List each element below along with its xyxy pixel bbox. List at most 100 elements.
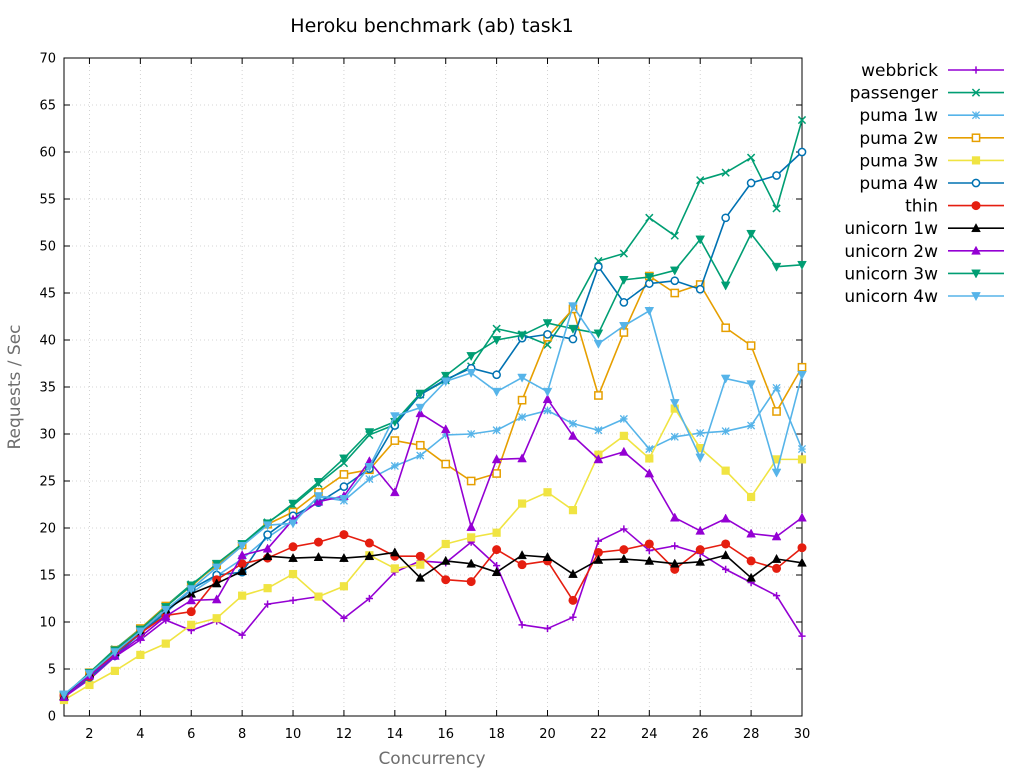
data-point-puma-3w xyxy=(619,431,628,440)
legend-label-puma-1w: puma 1w xyxy=(859,106,938,126)
data-point-thin xyxy=(364,538,374,548)
data-point-puma-4w xyxy=(263,530,272,539)
data-point-webbrick xyxy=(340,614,348,622)
data-point-unicorn-1w xyxy=(262,551,273,561)
series-unicorn-1w xyxy=(59,547,807,701)
data-point-unicorn-2w xyxy=(262,543,273,553)
data-point-unicorn-2w xyxy=(568,430,578,440)
data-point-puma-3w xyxy=(721,466,730,475)
data-point-unicorn-4w xyxy=(746,380,756,390)
x-tick-label: 2 xyxy=(85,727,93,742)
data-point-unicorn-4w xyxy=(237,542,247,551)
data-point-webbrick xyxy=(569,613,577,621)
series-line-unicorn-2w xyxy=(63,398,803,698)
legend-marker-thin xyxy=(971,201,981,211)
data-point-puma-1w xyxy=(441,430,450,439)
data-point-webbrick xyxy=(289,596,297,604)
data-point-unicorn-4w xyxy=(720,374,731,384)
y-tick-label: 20 xyxy=(39,522,56,537)
series-line-unicorn-1w xyxy=(63,551,803,697)
data-point-unicorn-1w xyxy=(390,547,400,557)
data-point-unicorn-3w xyxy=(593,329,604,339)
x-tick-label: 16 xyxy=(437,727,454,742)
legend-marker-webbrick xyxy=(972,66,980,74)
data-point-thin xyxy=(619,545,629,555)
data-point-webbrick xyxy=(772,592,781,600)
data-point-unicorn-3w xyxy=(440,371,451,381)
series-puma-1w xyxy=(59,383,807,700)
data-point-unicorn-4w xyxy=(84,669,95,679)
data-point-puma-4w xyxy=(695,284,705,294)
legend-label-passenger: passenger xyxy=(850,84,938,104)
data-point-puma-3w xyxy=(110,666,119,675)
data-point-unicorn-3w xyxy=(797,260,807,270)
data-point-passenger xyxy=(797,115,807,125)
x-tick-label: 22 xyxy=(590,727,607,742)
data-point-thin xyxy=(746,556,756,566)
data-point-puma-4w xyxy=(492,370,501,380)
series-group xyxy=(59,115,807,705)
data-point-puma-3w xyxy=(390,564,399,573)
data-point-unicorn-4w xyxy=(160,605,171,615)
data-point-thin xyxy=(466,577,476,587)
series-unicorn-4w xyxy=(59,302,807,700)
data-point-unicorn-4w xyxy=(211,563,222,573)
data-point-puma-4w xyxy=(619,298,629,307)
y-tick-label: 25 xyxy=(39,475,56,490)
legend-marker-puma-2w xyxy=(971,133,981,143)
x-tick-label: 18 xyxy=(488,727,505,742)
data-point-puma-1w xyxy=(772,383,781,392)
data-point-webbrick xyxy=(798,632,806,640)
series-line-thin xyxy=(63,533,803,696)
data-point-webbrick xyxy=(518,621,526,629)
data-point-unicorn-4w xyxy=(262,521,273,531)
x-tick-label: 30 xyxy=(794,727,811,742)
series-puma-2w xyxy=(59,271,807,701)
data-point-unicorn-4w xyxy=(771,468,782,478)
data-point-puma-4w xyxy=(721,213,731,223)
x-tick-label: 28 xyxy=(743,727,760,742)
data-point-unicorn-3w xyxy=(720,281,731,291)
data-point-unicorn-1w xyxy=(415,572,426,582)
data-point-unicorn-2w xyxy=(160,611,171,621)
data-point-unicorn-3w xyxy=(288,499,298,509)
data-point-puma-1w xyxy=(696,429,705,438)
data-point-puma-3w xyxy=(263,584,272,593)
data-point-puma-1w xyxy=(518,413,527,422)
data-point-puma-4w xyxy=(772,171,781,180)
data-point-puma-4w xyxy=(746,178,756,188)
data-point-thin xyxy=(492,545,502,555)
data-point-unicorn-1w xyxy=(491,567,502,577)
data-point-unicorn-1w xyxy=(517,550,527,560)
data-point-unicorn-3w xyxy=(644,273,655,283)
data-point-puma-3w xyxy=(238,591,247,600)
x-axis-label: Concurrency xyxy=(378,749,485,768)
y-tick-label: 35 xyxy=(39,381,56,396)
data-point-passenger xyxy=(645,213,654,222)
legend-label-thin: thin xyxy=(905,197,938,217)
data-point-unicorn-2w xyxy=(593,454,604,464)
legend-label-puma-2w: puma 2w xyxy=(859,129,938,149)
data-point-puma-3w xyxy=(441,539,450,549)
data-point-puma-3w xyxy=(517,499,527,508)
data-point-puma-3w xyxy=(797,455,807,464)
data-point-puma-3w xyxy=(747,492,756,502)
data-point-puma-1w xyxy=(416,451,425,460)
data-point-unicorn-3w xyxy=(771,262,782,272)
data-point-unicorn-2w xyxy=(619,446,629,456)
data-point-thin xyxy=(772,563,782,573)
data-point-unicorn-2w xyxy=(720,513,731,523)
data-point-puma-2w xyxy=(721,323,731,333)
y-tick-label: 50 xyxy=(39,240,56,255)
data-point-unicorn-4w xyxy=(390,412,400,422)
data-point-unicorn-3w xyxy=(313,478,324,488)
data-point-puma-1w xyxy=(492,426,501,435)
legend-label-unicorn-2w: unicorn 2w xyxy=(844,242,938,262)
legend-marker-unicorn-4w xyxy=(971,292,981,302)
data-point-unicorn-1w xyxy=(797,557,807,567)
data-point-thin xyxy=(415,551,425,561)
data-point-unicorn-4w xyxy=(491,387,502,397)
y-tick-label: 5 xyxy=(48,663,56,678)
data-point-unicorn-1w xyxy=(466,558,476,568)
